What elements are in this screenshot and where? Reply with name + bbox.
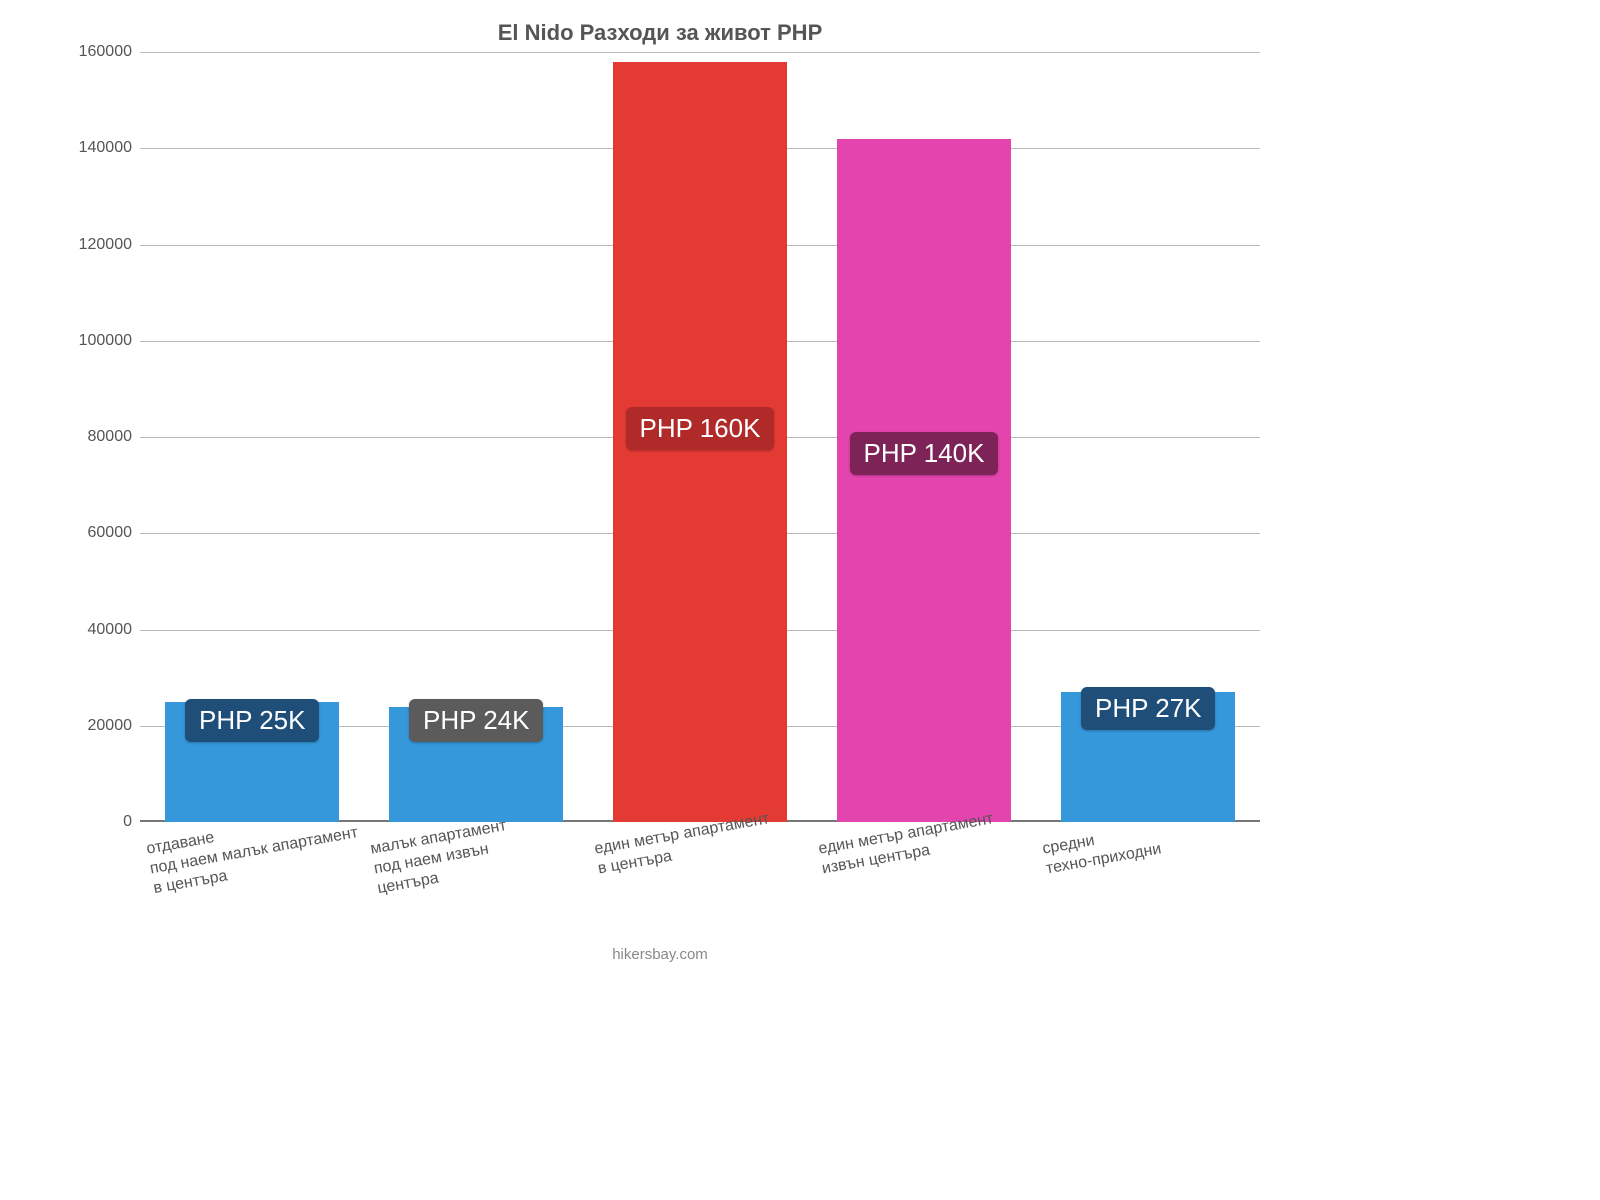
- y-tick-label: 40000: [88, 621, 141, 639]
- y-tick-label: 60000: [88, 524, 141, 542]
- value-badge: PHP 25K: [185, 699, 319, 742]
- value-badge: PHP 140K: [850, 432, 999, 475]
- grid-line: [140, 52, 1260, 53]
- value-badge: PHP 160K: [626, 407, 775, 450]
- y-tick-label: 0: [123, 813, 140, 831]
- bar: [837, 139, 1012, 822]
- y-tick-label: 20000: [88, 717, 141, 735]
- x-axis-label: средни техно-приходни: [1041, 820, 1163, 880]
- chart-title: El Nido Разходи за живот PHP: [50, 20, 1270, 46]
- y-tick-label: 80000: [88, 428, 141, 446]
- value-badge: PHP 24K: [409, 699, 543, 742]
- value-badge: PHP 27K: [1081, 687, 1215, 730]
- source-label: hikersbay.com: [612, 946, 708, 963]
- y-tick-label: 160000: [79, 43, 140, 61]
- y-tick-label: 100000: [79, 332, 140, 350]
- plot-area: 0200004000060000800001000001200001400001…: [140, 52, 1260, 822]
- chart-container: El Nido Разходи за живот PHP 02000040000…: [50, 20, 1270, 980]
- y-tick-label: 120000: [79, 236, 140, 254]
- y-tick-label: 140000: [79, 139, 140, 157]
- x-axis-label: малък апартамент под наем извън центъра: [369, 816, 515, 899]
